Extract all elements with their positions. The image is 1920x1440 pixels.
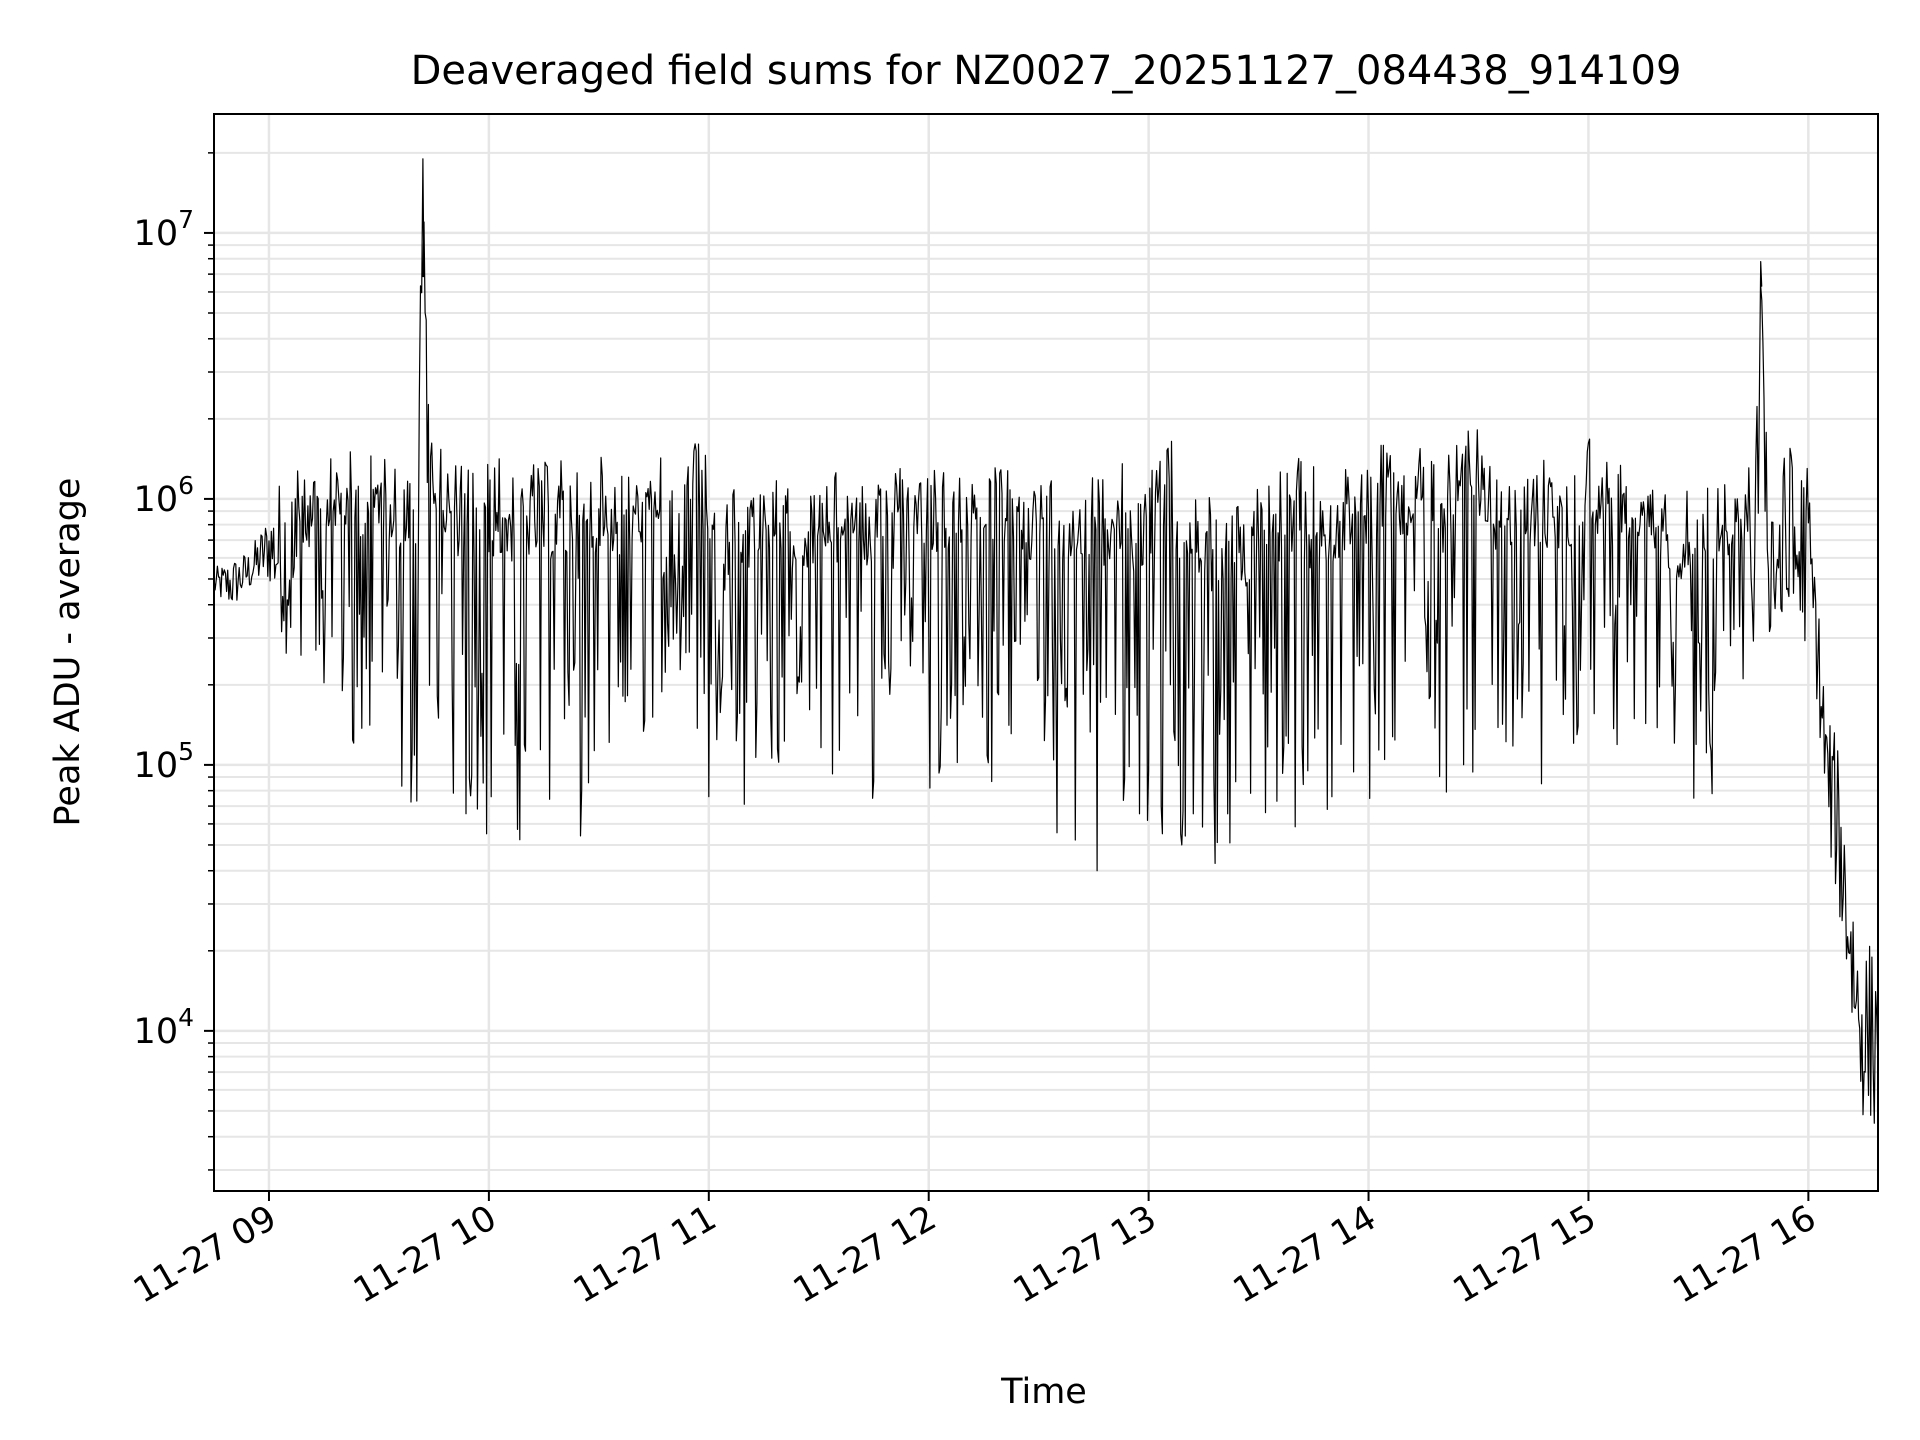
y-tick-label: 105 — [134, 737, 194, 786]
y-axis-label: Peak ADU - average — [48, 478, 88, 827]
series-path — [213, 158, 1879, 1124]
chart-title: Deaveraged field sums for NZ0027_2025112… — [411, 48, 1682, 94]
y-tick-label: 107 — [134, 205, 194, 254]
y-tick-label: 106 — [134, 471, 194, 520]
plot-frame — [213, 113, 1879, 1192]
x-axis-label: Time — [1000, 1372, 1087, 1412]
y-tick-label: 104 — [134, 1003, 194, 1052]
y-axis: 104 105 106 107 — [134, 152, 214, 1171]
series-line — [213, 158, 1879, 1124]
